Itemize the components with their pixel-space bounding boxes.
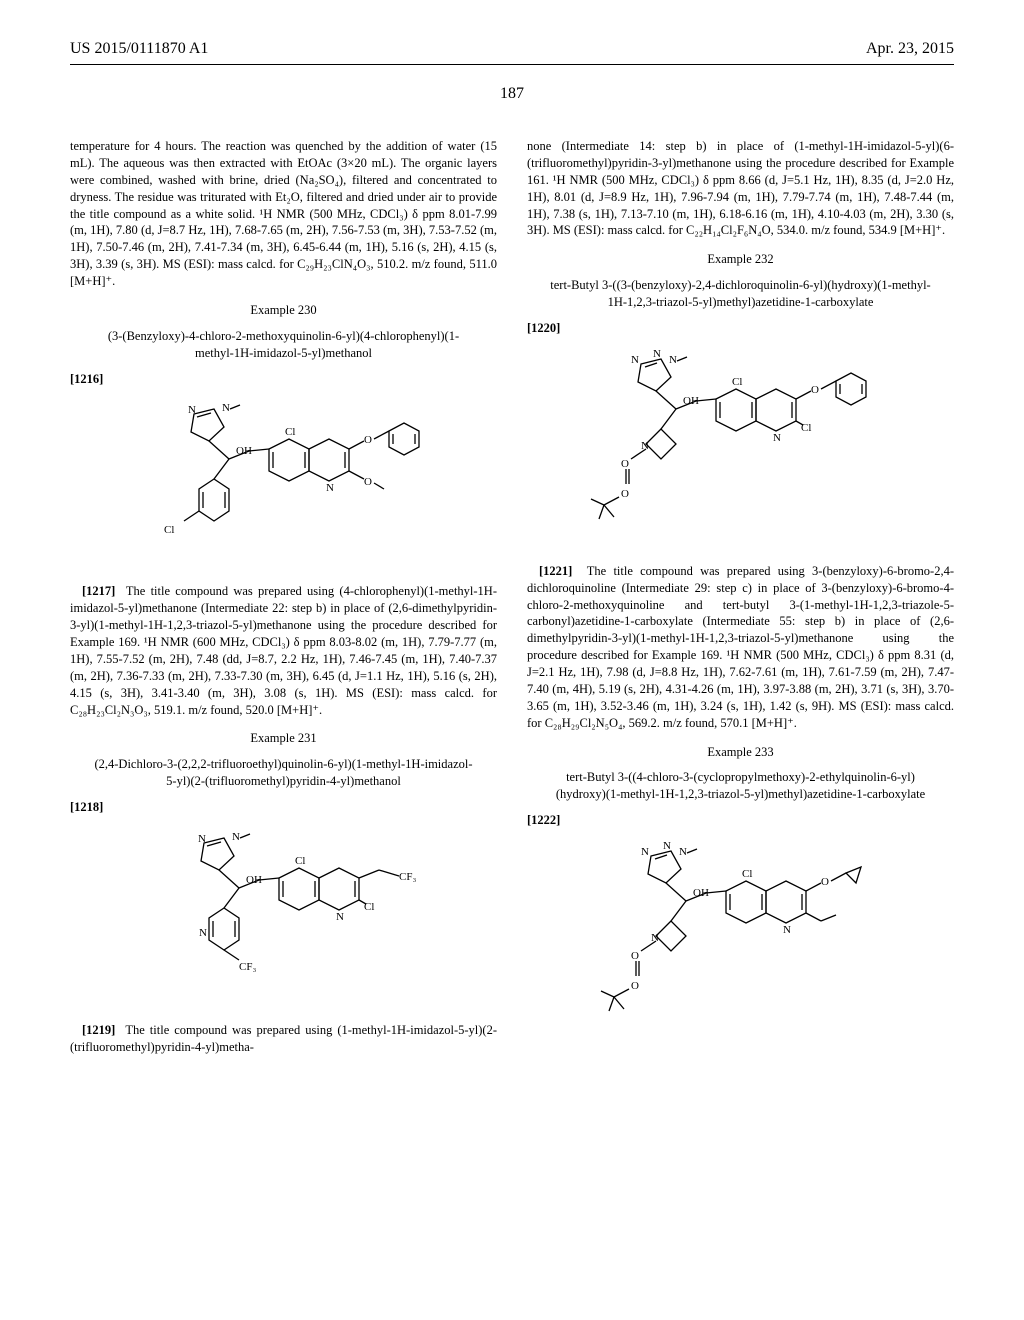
structure-1216: N N OH Cl N O (70, 399, 497, 569)
example-232-name: tert-Butyl 3-((3-(benzyloxy)-2,4-dichlor… (527, 277, 954, 311)
svg-text:N: N (669, 354, 677, 366)
structure-1220: N N N OH Cl N (527, 349, 954, 549)
svg-text:Cl: Cl (742, 868, 752, 880)
example-230-name: (3-(Benzyloxy)-4-chloro-2-methoxyquinoli… (70, 328, 497, 362)
bracket-1222: [1222] (527, 812, 954, 829)
svg-text:O: O (621, 458, 629, 470)
patent-header: US 2015/0111870 A1 Apr. 23, 2015 (70, 40, 954, 58)
example-231-name: (2,4-Dichloro-3-(2,2,2-trifluoroethyl)qu… (70, 756, 497, 790)
svg-text:N: N (653, 349, 661, 360)
svg-text:N: N (679, 846, 687, 858)
bracket-1216: [1216] (70, 371, 497, 388)
svg-text:N: N (222, 402, 230, 414)
header-rule (70, 64, 954, 65)
svg-text:N: N (783, 924, 791, 936)
svg-text:N: N (198, 833, 206, 845)
example-233-name: tert-Butyl 3-((4-chloro-3-(cyclopropylme… (527, 769, 954, 803)
svg-text:N: N (188, 404, 196, 416)
svg-text:CF₃: CF₃ (399, 871, 416, 883)
bracket-1218: [1218] (70, 799, 497, 816)
patent-number: US 2015/0111870 A1 (70, 40, 208, 58)
svg-text:N: N (326, 482, 334, 494)
svg-text:O: O (821, 876, 829, 888)
svg-text:N: N (232, 831, 240, 843)
svg-text:Cl: Cl (732, 376, 742, 388)
continuation-paragraph-right: none (Intermediate 14: step b) in place … (527, 138, 954, 239)
left-column: temperature for 4 hours. The reaction wa… (70, 138, 497, 1065)
svg-text:Cl: Cl (364, 901, 374, 913)
page-number: 187 (70, 85, 954, 103)
example-232-title: Example 232 (527, 251, 954, 268)
svg-text:N: N (641, 846, 649, 858)
svg-text:O: O (631, 950, 639, 962)
svg-text:Cl: Cl (801, 422, 811, 434)
structure-1222: N N N OH Cl N (527, 841, 954, 1041)
example-231-title: Example 231 (70, 730, 497, 747)
svg-text:N: N (336, 911, 344, 923)
paragraph-1221: [1221] The title compound was prepared u… (527, 563, 954, 732)
paragraph-1217: [1217] The title compound was prepared u… (70, 583, 497, 718)
svg-text:CF₃: CF₃ (239, 961, 256, 973)
continuation-paragraph: temperature for 4 hours. The reaction wa… (70, 138, 497, 290)
patent-date: Apr. 23, 2015 (866, 40, 954, 58)
svg-text:Cl: Cl (295, 855, 305, 867)
svg-text:O: O (811, 384, 819, 396)
svg-text:O: O (364, 476, 372, 488)
example-230-title: Example 230 (70, 302, 497, 319)
svg-text:N: N (631, 354, 639, 366)
svg-text:N: N (773, 432, 781, 444)
bracket-1220: [1220] (527, 320, 954, 337)
svg-text:O: O (621, 488, 629, 500)
svg-text:N: N (663, 841, 671, 852)
svg-text:N: N (199, 927, 207, 939)
svg-text:O: O (631, 980, 639, 992)
svg-text:Cl: Cl (285, 426, 295, 438)
right-column: none (Intermediate 14: step b) in place … (527, 138, 954, 1065)
structure-1218: N N OH Cl N CF₃ (70, 828, 497, 1008)
paragraph-1219: [1219] The title compound was prepared u… (70, 1022, 497, 1056)
two-column-layout: temperature for 4 hours. The reaction wa… (70, 138, 954, 1065)
example-233-title: Example 233 (527, 744, 954, 761)
svg-text:O: O (364, 434, 372, 446)
svg-text:Cl: Cl (164, 524, 174, 536)
